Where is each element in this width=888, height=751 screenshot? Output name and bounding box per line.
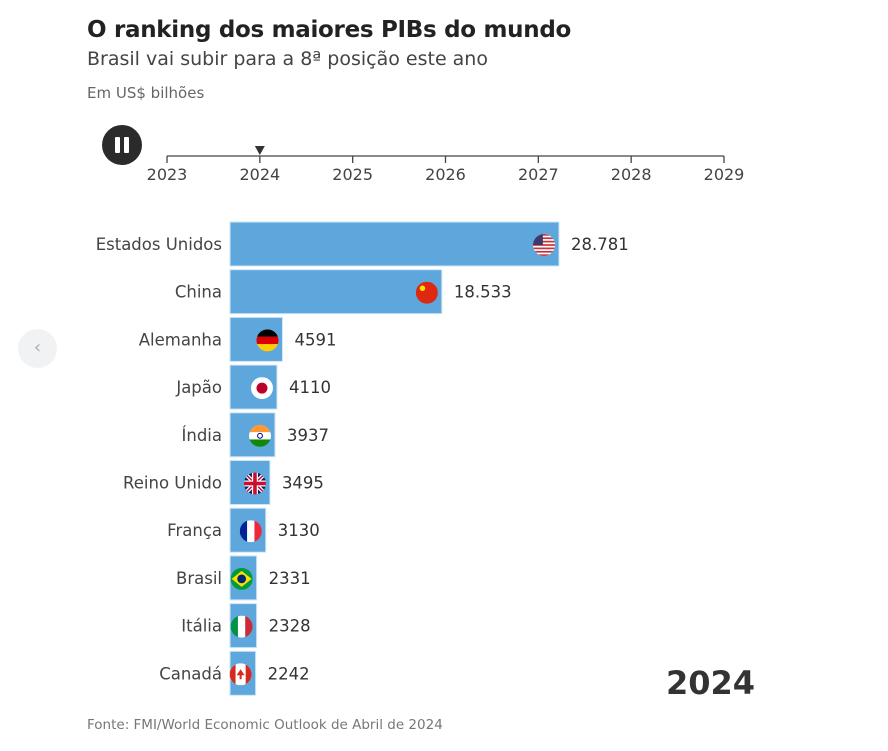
bar-row: Brasil 2331 xyxy=(176,555,311,601)
category-label: Itália xyxy=(181,617,222,636)
bar-row: Índia 3937 xyxy=(182,412,329,458)
flag-de-icon xyxy=(256,329,279,352)
bar-row: China 18.533 xyxy=(175,269,512,315)
pause-button[interactable] xyxy=(102,125,142,165)
category-label: Japão xyxy=(175,378,222,397)
bar xyxy=(229,221,560,267)
value-label: 28.781 xyxy=(571,235,629,254)
flag-ca-icon xyxy=(229,663,252,686)
value-label: 3130 xyxy=(278,521,320,540)
timeline-year-2025[interactable]: 2025 xyxy=(332,165,373,184)
value-label: 4591 xyxy=(294,330,336,349)
bar-row: Estados Unidos 28.781 xyxy=(96,221,629,267)
value-label: 2328 xyxy=(269,617,311,636)
timeline-year-2027[interactable]: 2027 xyxy=(518,165,559,184)
timeline-year-2023[interactable]: 2023 xyxy=(147,165,188,184)
timeline-year-2024[interactable]: 2024 xyxy=(239,165,280,184)
bar-row: Itália 2328 xyxy=(181,603,311,649)
source-note: Fonte: FMI/World Economic Outlook de Abr… xyxy=(87,717,443,733)
category-label: Brasil xyxy=(176,569,222,588)
category-label: Reino Unido xyxy=(123,474,222,493)
bar-row: França 3130 xyxy=(167,507,320,553)
flag-fr-icon xyxy=(239,520,262,543)
timeline-year-2028[interactable]: 2028 xyxy=(611,165,652,184)
flag-us-icon xyxy=(533,234,555,256)
flag-cn-icon xyxy=(415,281,438,304)
value-label: 3937 xyxy=(287,426,329,445)
bar xyxy=(229,269,443,315)
flag-jp-icon xyxy=(250,377,273,400)
category-label: Canadá xyxy=(159,664,222,683)
unit-label: Em US$ bilhões xyxy=(87,84,205,102)
value-label: 2242 xyxy=(268,664,310,683)
previous-button[interactable]: ‹ xyxy=(18,329,57,368)
category-label: Estados Unidos xyxy=(96,235,222,254)
timeline-year-2026[interactable]: 2026 xyxy=(425,165,466,184)
current-year-label: 2024 xyxy=(666,664,756,702)
value-label: 2331 xyxy=(269,569,311,588)
bar-row: Reino Unido 3495 xyxy=(123,460,324,505)
bar-row: Alemanha 4591 xyxy=(139,316,336,362)
bar-row: Japão 4110 xyxy=(175,364,331,410)
flag-br-icon xyxy=(230,567,253,590)
chart-title: O ranking dos maiores PIBs do mundo xyxy=(87,17,571,43)
category-label: França xyxy=(167,521,222,540)
chart-subtitle: Brasil vai subir para a 8ª posição este … xyxy=(87,48,488,70)
category-label: Alemanha xyxy=(139,330,222,349)
bar-row: Canadá 2242 xyxy=(159,650,310,696)
category-label: China xyxy=(175,283,222,302)
value-label: 4110 xyxy=(289,378,331,397)
timeline-year-2029[interactable]: 2029 xyxy=(704,165,745,184)
value-label: 3495 xyxy=(282,474,324,493)
value-label: 18.533 xyxy=(454,283,512,302)
flag-it-icon xyxy=(230,615,253,638)
category-label: Índia xyxy=(182,426,223,445)
timeline-marker[interactable] xyxy=(254,146,265,155)
flag-in-icon xyxy=(249,424,272,447)
flag-gb-icon xyxy=(243,472,266,495)
chevron-left-icon: ‹ xyxy=(33,337,42,358)
